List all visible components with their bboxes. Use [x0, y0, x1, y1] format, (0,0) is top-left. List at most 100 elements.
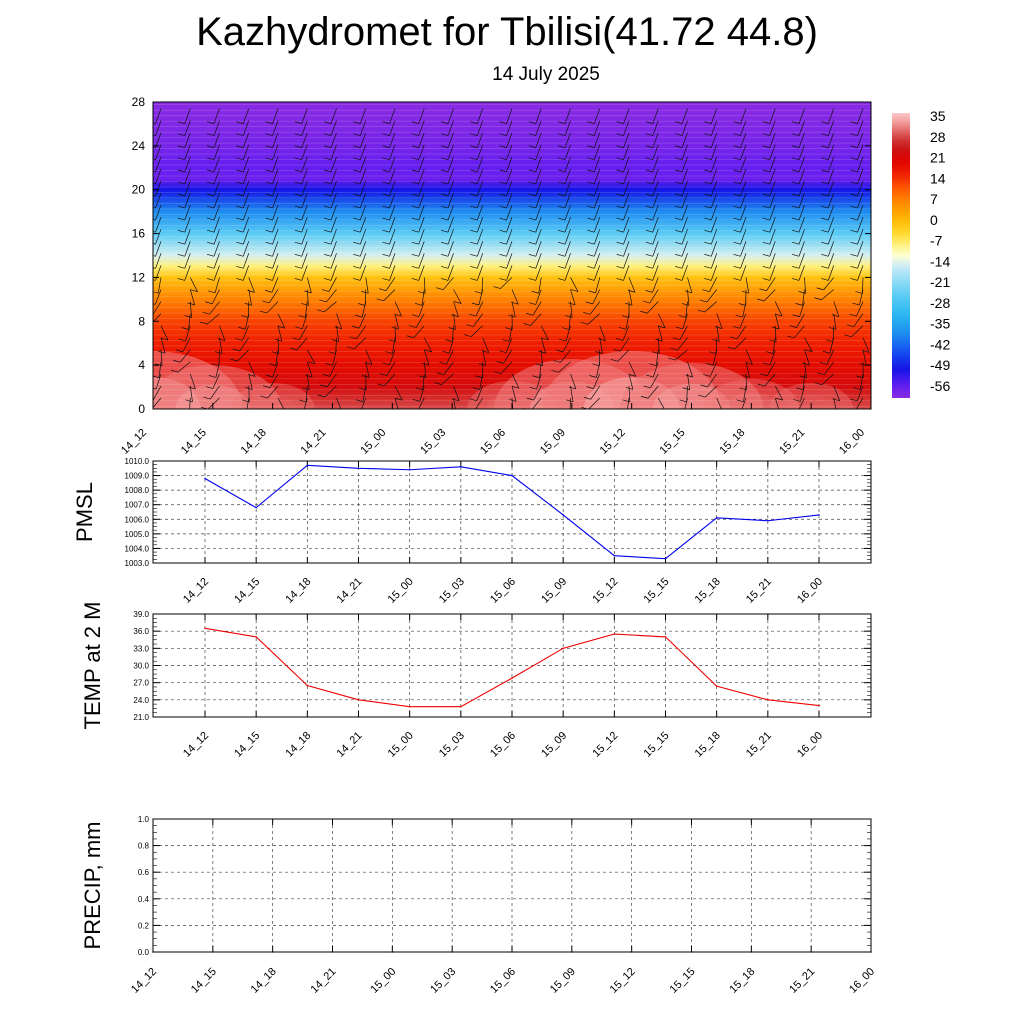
- wind-barb-shaft: [535, 241, 542, 257]
- wind-barb-flag: [382, 193, 390, 197]
- wind-barb-shaft: [687, 361, 694, 378]
- wind-barb-flag: [294, 169, 302, 173]
- wind-barb-flag: [470, 181, 478, 185]
- wind-barb-shaft: [506, 253, 513, 269]
- heatmap-x-tick-label: 14_18: [239, 427, 269, 457]
- wind-barb-flag: [733, 241, 741, 245]
- wind-barb-shaft: [681, 120, 688, 136]
- wind-barb-flag: [616, 169, 624, 173]
- data-point: [306, 464, 309, 467]
- wind-barb-flag: [704, 121, 712, 124]
- wind-barb-shaft: [821, 289, 834, 301]
- wind-barb-flag: [565, 315, 573, 318]
- wind-barb-shaft: [593, 144, 601, 160]
- wind-barb-shaft: [740, 144, 747, 160]
- wind-barb-flag: [440, 217, 449, 221]
- precip-panel: 0.0 0.2 0.4 0.6 0.8 1.0 PRECIP, mm 14_12 14_15 14…: [80, 815, 877, 996]
- wind-barb-flag: [347, 346, 355, 350]
- x-tick-label: 14_15: [189, 966, 219, 996]
- wind-barb-flag: [436, 287, 444, 291]
- wind-barb-shaft: [306, 361, 313, 378]
- wind-barb-flag: [762, 266, 770, 269]
- wind-barb-flag: [734, 411, 741, 413]
- wind-barb-flag: [304, 290, 312, 294]
- wind-barb-flag: [440, 145, 449, 149]
- y-tick-label: 30.0: [133, 662, 149, 671]
- wind-barb-flag: [821, 205, 829, 209]
- wind-barb-flag: [247, 290, 255, 293]
- wind-barb-shaft: [593, 180, 601, 197]
- wind-barb-shaft: [210, 385, 220, 400]
- wind-barb-shaft: [764, 373, 776, 387]
- wind-barb-flag: [733, 193, 741, 197]
- wind-barb-flag: [353, 181, 361, 185]
- x-tick-label: 15_09: [539, 576, 569, 606]
- wind-barb-shaft: [418, 168, 425, 185]
- wind-barb-shaft: [533, 385, 542, 401]
- wind-barb-shaft: [710, 229, 718, 245]
- wind-barb-flag: [850, 121, 858, 124]
- wind-barb-flag: [478, 363, 486, 366]
- wind-barb-shaft: [447, 156, 454, 172]
- wind-barb-shaft: [272, 156, 279, 172]
- wind-barb-flag: [762, 229, 770, 233]
- wind-barb-flag: [819, 361, 828, 365]
- wind-barb-flag: [335, 411, 342, 413]
- wind-barb-shaft: [652, 132, 659, 148]
- wind-barb-shaft: [160, 349, 163, 366]
- wind-barb-flag: [466, 324, 474, 327]
- wind-barb-shaft: [470, 325, 483, 337]
- pmsl-panel: 1003.0 1004.0 1005.0 1006.0 1007.0 1008.0 1009…: [72, 457, 872, 606]
- wind-barb-shaft: [272, 144, 279, 160]
- chart-subtitle: 14 July 2025: [492, 64, 600, 85]
- wind-barb-flag: [557, 193, 566, 197]
- wind-barb-shaft: [213, 132, 220, 148]
- wind-barb-flag: [759, 288, 767, 292]
- wind-barb-flag: [850, 205, 858, 209]
- wind-barb-shaft: [593, 120, 601, 136]
- wind-barb-shaft: [652, 253, 659, 269]
- wind-barb-shaft: [593, 229, 601, 245]
- wind-barb-shaft: [535, 217, 542, 233]
- wind-barb-shaft: [857, 253, 864, 269]
- wind-barb-shaft: [623, 108, 630, 124]
- wind-barb-shaft: [155, 229, 162, 245]
- wind-barb-flag: [821, 193, 829, 197]
- wind-barb-flag: [850, 241, 858, 245]
- wind-barb-flag: [382, 217, 390, 221]
- wind-barb-flag: [733, 181, 741, 185]
- wind-barb-flag: [382, 229, 390, 233]
- wind-barb-shaft: [535, 289, 542, 305]
- wind-barb-shaft: [392, 337, 396, 354]
- wind-barb-shaft: [564, 229, 571, 245]
- wind-barb-shaft: [418, 397, 425, 409]
- wind-barb-flag: [203, 396, 211, 400]
- wind-barb-flag: [821, 253, 829, 257]
- wind-barb-flag: [528, 241, 536, 245]
- wind-barb-flag: [733, 205, 741, 209]
- wind-barb-flag: [236, 145, 244, 149]
- wind-barb-flag: [556, 349, 564, 353]
- wind-barb-shaft: [306, 289, 309, 306]
- y-tick-label: 36.0: [133, 627, 149, 636]
- wind-barb-shaft: [389, 120, 396, 136]
- wind-barb-flag: [715, 326, 723, 329]
- wind-barb-flag: [289, 347, 298, 351]
- wind-barb-shaft: [272, 361, 279, 378]
- wind-barb-flag: [568, 302, 576, 306]
- wind-barb-flag: [583, 396, 591, 400]
- wind-barb-flag: [616, 229, 624, 233]
- wind-barb-flag: [265, 374, 273, 378]
- wind-barb-shaft: [536, 373, 542, 390]
- panel-frame: [152, 460, 872, 564]
- wind-barb-shaft: [535, 120, 542, 136]
- wind-barb-flag: [704, 157, 712, 161]
- wind-barb-shaft: [358, 313, 367, 329]
- wind-barb-flag: [349, 336, 357, 340]
- wind-barb-shaft: [592, 289, 601, 305]
- wind-barb-flag: [499, 133, 507, 137]
- wind-barb-shaft: [538, 277, 542, 294]
- wind-barb-flag: [616, 121, 624, 124]
- wind-barb-flag: [325, 362, 333, 366]
- wind-barb-shaft: [242, 241, 250, 257]
